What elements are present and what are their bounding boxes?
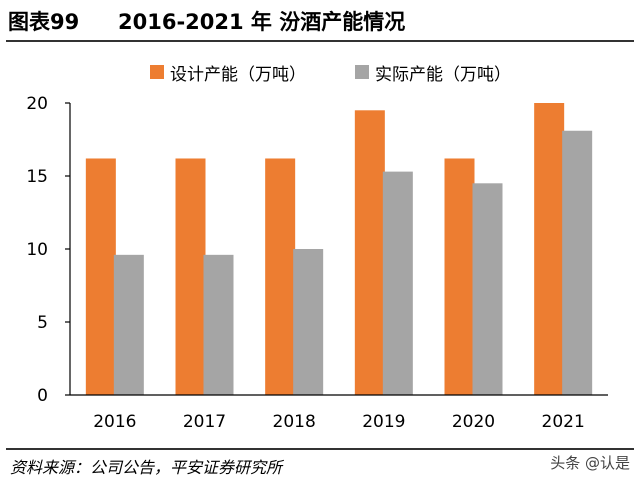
bar-chart: 2016 2017 2018 2019 2020 2021 0 5 10 15 20	[26, 94, 608, 432]
x-tick-label: 2019	[362, 412, 405, 432]
bar-actual-2017	[203, 254, 234, 395]
figure-title: 2016-2021 年 汾酒产能情况	[118, 10, 406, 34]
bar-design-2020	[444, 158, 475, 395]
watermark: 头条 @认是	[550, 454, 630, 472]
footer-divider	[6, 448, 634, 450]
bar-design-2019	[354, 110, 385, 396]
bar-actual-2019	[382, 171, 413, 395]
x-tick-label: 2017	[183, 412, 226, 432]
chart-legend: 设计产能（万吨） 实际产能（万吨）	[0, 60, 640, 85]
bar-design-2018	[265, 158, 296, 395]
y-tick-label: 0	[37, 386, 48, 406]
figure-header: 图表99 2016-2021 年 汾酒产能情况	[6, 4, 634, 42]
legend-swatch-design	[150, 65, 164, 79]
bar-design-2021	[534, 103, 565, 395]
x-tick-label: 2021	[542, 412, 585, 432]
bar-actual-2020	[472, 183, 503, 395]
bar-actual-2016	[113, 254, 144, 395]
legend-label-design: 设计产能（万吨）	[170, 64, 306, 85]
legend-item-design: 设计产能（万吨）	[150, 60, 306, 85]
x-tick-label: 2020	[452, 412, 495, 432]
bar-design-2017	[175, 158, 206, 395]
figure-number: 图表99	[8, 10, 80, 34]
y-tick-label: 15	[26, 167, 48, 187]
source-note: 资料来源：公司公告，平安证券研究所	[10, 458, 283, 477]
x-tick-label: 2016	[93, 412, 136, 432]
bar-actual-2018	[293, 249, 324, 395]
legend-swatch-actual	[355, 65, 369, 79]
legend-label-actual: 实际产能（万吨）	[375, 64, 511, 85]
y-tick-label: 20	[26, 94, 48, 114]
y-tick-label: 5	[37, 313, 48, 333]
bar-actual-2021	[562, 130, 593, 396]
y-tick-label: 10	[26, 240, 48, 260]
x-tick-label: 2018	[273, 412, 316, 432]
legend-item-actual: 实际产能（万吨）	[355, 60, 511, 85]
bar-design-2016	[85, 158, 116, 395]
